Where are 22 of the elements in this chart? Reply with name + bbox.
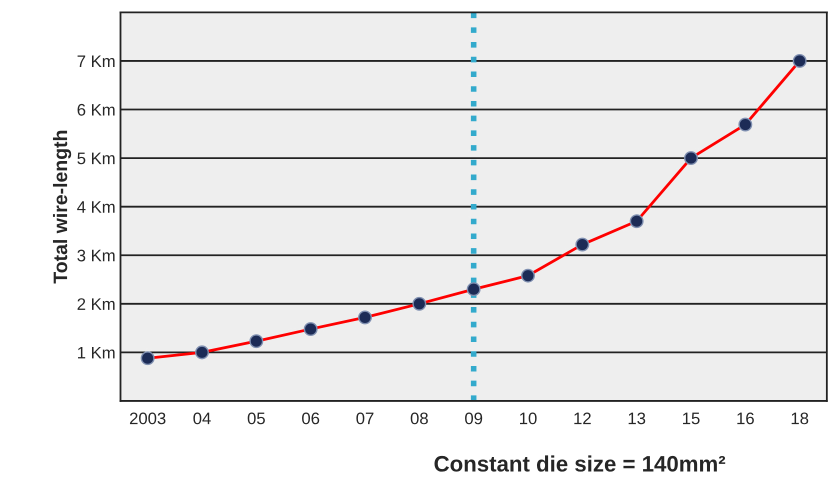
x-tick-label: 09 [465, 412, 482, 424]
y-tick-label: 3 Km [77, 250, 115, 262]
y-tick-label: 2 Km [78, 298, 115, 310]
x-tick-label: 08 [410, 412, 428, 424]
x-tick-label: 15 [683, 412, 700, 424]
x-tick-label: 16 [737, 412, 754, 424]
y-tick-label: 6 Km [78, 104, 115, 116]
x-tick-label: 06 [302, 412, 320, 424]
y-tick-label: 7 Km [78, 56, 115, 67]
x-tick-label: 2003 [130, 412, 166, 424]
x-tick-label: 18 [792, 412, 808, 424]
y-tick-label: 1 Km [78, 346, 115, 358]
x-axis-title: Constant die size = 140mm² [434, 455, 726, 472]
y-axis-title: Total wire-length [52, 130, 72, 284]
x-tick-label: 12 [574, 412, 591, 424]
x-tick-label: 04 [193, 412, 211, 424]
x-tick-label: 07 [356, 412, 374, 424]
x-tick-label: 05 [248, 412, 265, 424]
x-tick-label: 10 [520, 412, 537, 424]
y-tick-label: 5 Km [77, 152, 115, 164]
x-tick-label: 13 [628, 412, 646, 424]
y-tick-label: 4 Km [77, 201, 115, 213]
